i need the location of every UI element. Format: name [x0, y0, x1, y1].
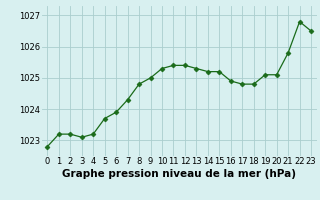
X-axis label: Graphe pression niveau de la mer (hPa): Graphe pression niveau de la mer (hPa): [62, 169, 296, 179]
